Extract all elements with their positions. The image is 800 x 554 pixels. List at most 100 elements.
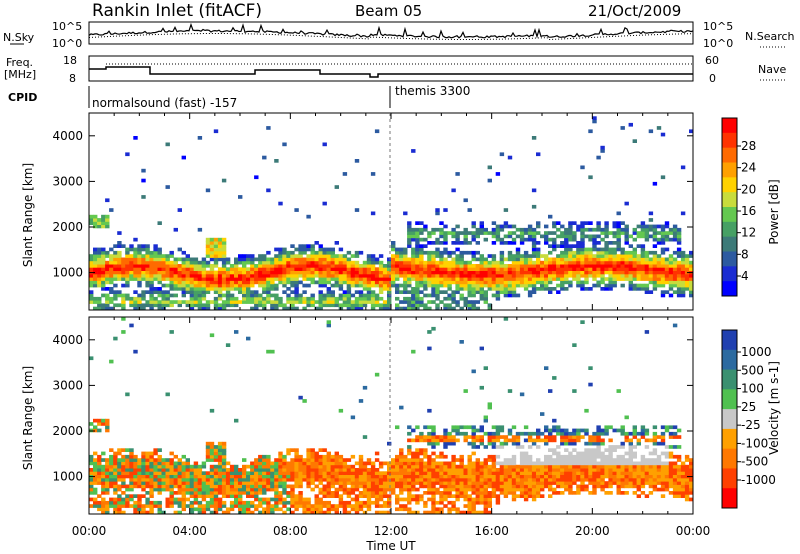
heatmap-cell [326,464,331,469]
heatmap-cell [463,250,468,255]
heatmap-cell [330,296,335,301]
heatmap-cell [89,356,94,361]
heatmap-cell [89,481,94,485]
heatmap-cell [479,346,484,351]
heatmap-cell [129,244,134,248]
heatmap-cell [362,264,368,268]
heatmap-cell [660,264,666,268]
heatmap-cell [479,435,484,439]
heatmap-cell [290,277,295,281]
heatmap-cell [427,267,432,271]
heatmap-cell [652,474,658,479]
heatmap-cell [141,264,146,268]
heatmap-cell [668,231,674,235]
heatmap-cell [270,306,275,310]
heatmap-cell [419,280,424,285]
heatmap-cell [133,507,138,512]
heatmap-cell [443,441,448,446]
heatmap-cell [515,273,521,278]
heatmap-cell [157,254,162,258]
heatmap-cell [459,468,464,472]
heatmap-cell [600,254,605,258]
heatmap-cell [604,458,609,462]
heatmap-cell [463,497,468,502]
heatmap-cell [608,468,613,472]
heatmap-cell [411,300,416,304]
heatmap-cell [197,464,203,469]
heatmap-cell [531,227,537,232]
heatmap-cell [366,254,372,258]
heatmap-cell [544,471,549,475]
heatmap-cell [302,296,307,301]
heatmap-cell [262,267,267,271]
heatmap-cell [334,504,339,508]
heatmap-cell [133,136,138,140]
heatmap-cell [548,428,553,433]
heatmap-cell [644,461,650,466]
heatmap-cell [278,500,283,505]
heatmap-cell [536,250,541,255]
heatmap-cell [145,497,150,502]
heatmap-cell [439,491,444,495]
heatmap-cell [141,458,146,462]
heatmap-cell [399,454,404,459]
heatmap-cell [560,250,565,255]
heatmap-cell [499,257,505,262]
heatmap-cell [370,464,376,469]
heatmap-cell [362,287,368,291]
nave-tick-low: 0 [709,72,716,85]
heatmap-cell [608,425,613,430]
heatmap-cell [314,471,319,475]
heatmap-cell [427,241,432,245]
heatmap-cell [612,458,617,462]
heatmap-cell [455,481,460,485]
heatmap-cell [93,224,98,229]
heatmap-cell [354,283,360,288]
heatmap-cell [387,484,392,489]
heatmap-cell [346,267,352,271]
heatmap-cell [330,464,335,469]
heatmap-cell [149,481,154,485]
heatmap-cell [640,283,646,288]
heatmap-cell [427,464,432,469]
heatmap-cell [358,306,364,310]
heatmap-cell [258,510,263,514]
heatmap-cell [250,293,255,298]
heatmap-cell [395,500,400,505]
heatmap-cell [346,510,352,514]
heatmap-cell [161,461,166,466]
heatmap-cell [523,451,529,456]
heatmap-cell [362,484,368,489]
heatmap-cell [431,293,436,298]
heatmap-cell [503,477,509,482]
heatmap-cell [616,484,621,489]
heatmap-cell [652,481,658,485]
heatmap-cell [499,487,505,492]
heatmap-cell [523,237,529,242]
heatmap-cell [435,471,440,475]
nsky-series-line [88,22,694,39]
heatmap-cell [362,277,368,281]
heatmap-cell [302,264,307,268]
heatmap-cell [463,471,468,475]
heatmap-cell [431,441,436,446]
heatmap-cell [676,283,682,288]
heatmap-cell [213,244,219,248]
heatmap-cell [680,481,686,485]
heatmap-cell [580,458,585,462]
heatmap-cell [499,474,505,479]
heatmap-cell [636,244,641,248]
heatmap-cell [117,510,122,514]
heatmap-cell [415,254,420,258]
heatmap-cell [580,484,585,489]
heatmap-cell [193,270,199,275]
heatmap-cell [419,471,424,475]
heatmap-cell [306,214,311,219]
heatmap-cell [419,303,424,308]
heatmap-cell [225,270,231,275]
heatmap-cell [391,267,396,271]
heatmap-cell [242,287,247,291]
heatmap-cell [511,273,517,278]
heatmap-cell [668,283,674,288]
heatmap-cell [499,484,505,489]
